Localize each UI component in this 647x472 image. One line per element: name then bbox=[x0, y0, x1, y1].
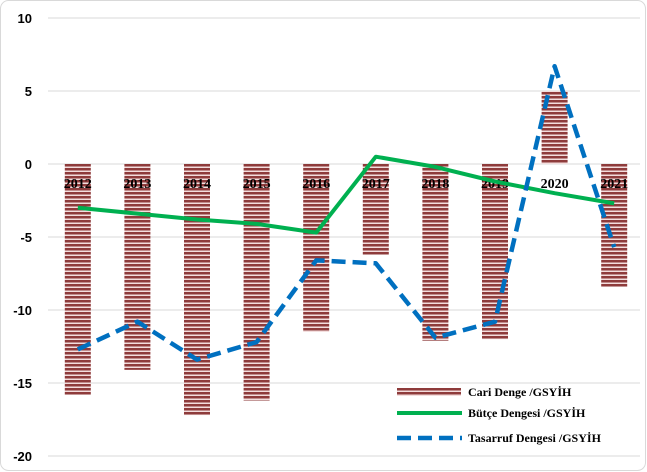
bar-cari-denge-2015 bbox=[243, 164, 270, 401]
x-tick-label: 2013 bbox=[123, 177, 151, 192]
x-tick-label: 2016 bbox=[302, 177, 330, 192]
legend-label-cari-denge: Cari Denge /GSYİH bbox=[468, 385, 572, 399]
y-tick-label: -5 bbox=[20, 230, 32, 245]
legend-item-butce-dengesi: Bütçe Dengesi /GSYİH bbox=[397, 406, 586, 420]
legend-item-cari-denge: Cari Denge /GSYİH bbox=[397, 385, 572, 399]
x-axis-labels: 2012 2013 2014 2015 2016 2017 2018 2019 2020 2021 bbox=[64, 177, 628, 192]
x-tick-label: 2021 bbox=[600, 177, 628, 192]
y-tick-label: 10 bbox=[18, 11, 32, 26]
point-tasarruf-dengesi-2014 bbox=[195, 358, 199, 362]
y-tick-label: 0 bbox=[25, 157, 32, 172]
x-tick-label: 2018 bbox=[421, 177, 449, 192]
bar-cari-denge-2016 bbox=[303, 164, 330, 332]
y-tick-label: -15 bbox=[13, 376, 32, 391]
point-tasarruf-dengesi-2012 bbox=[76, 347, 80, 351]
point-tasarruf-dengesi-2015 bbox=[255, 340, 259, 344]
legend: Cari Denge /GSYİH Bütçe Dengesi /GSYİH T… bbox=[397, 385, 602, 445]
point-butce-dengesi-2017 bbox=[374, 155, 378, 159]
point-butce-dengesi-2021 bbox=[612, 201, 616, 205]
point-butce-dengesi-2015 bbox=[255, 222, 259, 226]
bar-cari-denge-2014 bbox=[184, 164, 210, 416]
legend-swatch-cari-denge bbox=[397, 388, 461, 396]
bar-cari-denge-2017 bbox=[362, 164, 389, 255]
point-tasarruf-dengesi-2018 bbox=[433, 336, 437, 340]
bar-cari-denge-2013 bbox=[124, 164, 151, 370]
point-butce-dengesi-2012 bbox=[76, 206, 80, 210]
legend-label-butce-dengesi: Bütçe Dengesi /GSYİH bbox=[468, 406, 586, 420]
bar-cari-denge-2012 bbox=[64, 164, 91, 395]
point-tasarruf-dengesi-2013 bbox=[135, 320, 139, 324]
x-tick-label: 2012 bbox=[64, 177, 92, 192]
legend-label-tasarruf-dengesi: Tasarruf Dengesi /GSYİH bbox=[468, 431, 602, 445]
x-tick-label: 2015 bbox=[243, 177, 271, 192]
point-tasarruf-dengesi-2016 bbox=[314, 258, 318, 262]
y-tick-label: -10 bbox=[13, 303, 32, 318]
point-butce-dengesi-2019 bbox=[493, 180, 497, 184]
x-tick-label: 2014 bbox=[183, 177, 211, 192]
point-butce-dengesi-2014 bbox=[195, 217, 199, 221]
point-tasarruf-dengesi-2021 bbox=[612, 245, 616, 249]
point-butce-dengesi-2020 bbox=[553, 191, 557, 195]
line-series bbox=[76, 63, 617, 362]
legend-item-tasarruf-dengesi: Tasarruf Dengesi /GSYİH bbox=[397, 431, 602, 445]
y-tick-label: -20 bbox=[13, 449, 32, 464]
point-tasarruf-dengesi-2020 bbox=[553, 64, 557, 68]
bar-cari-denge-2019 bbox=[482, 164, 508, 340]
y-axis-labels: 10 5 0 -5 -10 -15 -20 bbox=[13, 11, 32, 464]
x-tick-label: 2020 bbox=[541, 177, 569, 192]
point-tasarruf-dengesi-2019 bbox=[493, 320, 497, 324]
bars-cari-denge bbox=[64, 91, 628, 416]
point-butce-dengesi-2013 bbox=[135, 212, 139, 216]
point-butce-dengesi-2018 bbox=[433, 165, 437, 169]
point-tasarruf-dengesi-2017 bbox=[374, 261, 378, 265]
y-tick-label: 5 bbox=[25, 84, 32, 99]
bar-cari-denge-2018 bbox=[422, 164, 449, 341]
x-tick-label: 2017 bbox=[362, 177, 390, 192]
point-butce-dengesi-2016 bbox=[314, 231, 318, 235]
